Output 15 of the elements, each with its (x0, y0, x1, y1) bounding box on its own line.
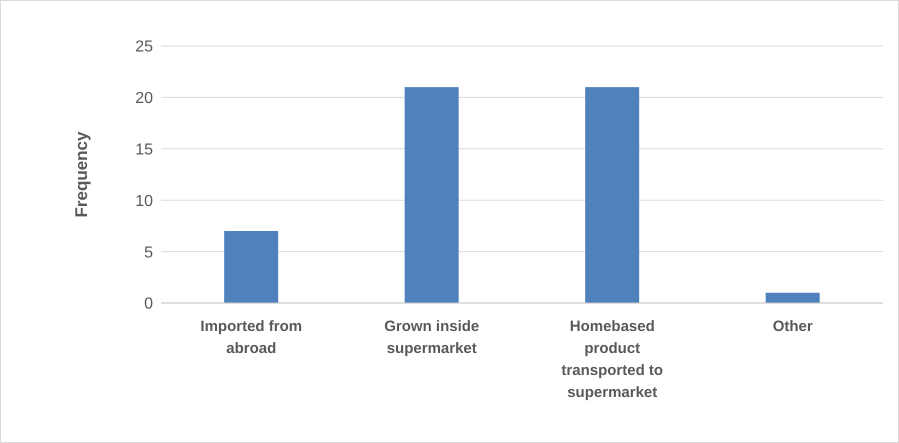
x-tick-label: Imported from abroad (200, 318, 302, 357)
y-tick-label: 0 (144, 296, 154, 313)
x-tick-label: Grown inside supermarket (384, 318, 480, 357)
y-tick-label: 15 (135, 141, 154, 158)
x-tick-label: Homebased product transported to supermarket (561, 318, 664, 401)
y-axis-title: Frequency (72, 130, 92, 218)
y-tick-label: 20 (135, 90, 154, 108)
y-tick-label: 25 (135, 38, 154, 56)
y-tick-label: 5 (144, 244, 154, 262)
bar (585, 87, 640, 303)
bar (766, 292, 820, 303)
bar (224, 231, 278, 303)
x-tick-label: Other (772, 318, 813, 335)
bar (404, 87, 459, 303)
y-tick-label: 10 (135, 192, 154, 210)
